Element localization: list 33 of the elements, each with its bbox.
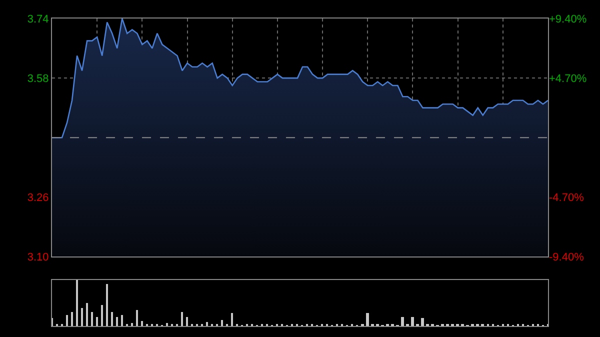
y-tick-label: 3.26 <box>27 192 49 204</box>
bar <box>91 312 93 326</box>
bar <box>181 312 183 326</box>
bar <box>421 318 424 326</box>
bar <box>131 322 133 326</box>
bar <box>221 320 223 326</box>
bar <box>71 312 73 326</box>
bar <box>166 322 168 326</box>
bar <box>106 284 108 326</box>
y2-tick-label: -9.40% <box>549 252 584 264</box>
y2-tick-label: -4.70% <box>549 192 584 204</box>
bar <box>366 312 369 326</box>
y-tick-label: 3.58 <box>27 72 49 85</box>
bar <box>206 322 208 326</box>
bar <box>101 304 103 326</box>
bar <box>76 280 78 326</box>
bar <box>411 316 414 326</box>
y-tick-label: 3.74 <box>27 13 49 26</box>
y2-tick-label: +9.40% <box>549 13 587 26</box>
y-tick-label: 3.10 <box>27 252 49 264</box>
bar <box>136 310 138 326</box>
bar <box>401 316 404 326</box>
bar <box>121 314 123 326</box>
bar <box>66 314 68 326</box>
bar <box>111 312 113 326</box>
bar <box>186 316 188 326</box>
bar <box>81 308 83 326</box>
bar <box>231 312 233 326</box>
bar <box>141 320 143 326</box>
y2-tick-label: +4.70% <box>549 72 587 85</box>
bar <box>116 316 118 326</box>
bar <box>86 302 88 326</box>
bar <box>96 316 98 326</box>
